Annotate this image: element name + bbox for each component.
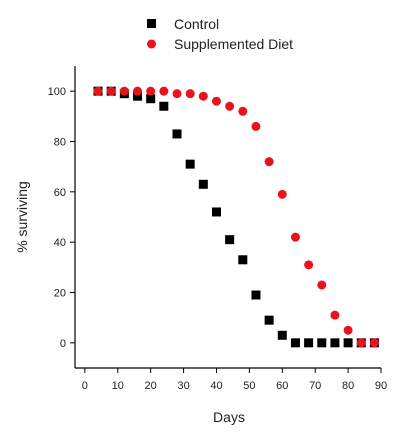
supplemented-diet-point-day-28 (172, 89, 182, 99)
x-tick-label-70: 70 (309, 380, 321, 392)
supplemented-diet-point-day-40 (211, 96, 221, 106)
supplemented-diet-point-day-80 (343, 325, 353, 335)
control-point-day-40 (211, 207, 221, 217)
supplemented-diet-point-day-44 (225, 101, 235, 111)
x-tick-label-20: 20 (145, 380, 157, 392)
control-point-day-56 (264, 315, 274, 325)
control-point-day-32 (185, 159, 195, 169)
control-point-day-60 (277, 330, 287, 340)
supplemented-diet-point-day-36 (198, 91, 208, 101)
control-point-day-64 (290, 338, 300, 348)
supplemented-diet-point-day-12 (119, 86, 129, 96)
x-tick-label-0: 0 (82, 380, 88, 392)
supplemented-diet-point-day-84 (356, 338, 366, 348)
x-tick-label-90: 90 (375, 380, 387, 392)
x-tick-label-40: 40 (210, 380, 222, 392)
y-axis-title: % surviving (14, 181, 30, 253)
control-point-day-16 (133, 91, 143, 101)
supplemented-diet-point-day-8 (106, 86, 116, 96)
supplemented-diet-point-day-68 (304, 260, 314, 270)
y-tick-label-40: 40 (54, 237, 66, 249)
series-control (93, 86, 379, 348)
control-point-day-44 (225, 235, 235, 245)
y-tick-label-0: 0 (60, 338, 66, 350)
supplemented-diet-point-day-64 (290, 232, 300, 242)
supplemented-diet-point-day-60 (277, 189, 287, 199)
supplemented-diet-point-day-24 (159, 86, 169, 96)
y-tick-label-100: 100 (48, 86, 66, 98)
x-tick-label-30: 30 (177, 380, 189, 392)
supplemented-diet-point-day-20 (146, 86, 156, 96)
control-point-day-24 (159, 101, 169, 111)
y-tick-label-20: 20 (54, 288, 66, 300)
supplemented-diet-point-day-88 (369, 338, 379, 348)
x-tick-label-10: 10 (112, 380, 124, 392)
axes (74, 66, 381, 369)
supplemented-diet-point-day-48 (238, 106, 248, 116)
control-point-day-48 (238, 255, 248, 265)
control-point-day-72 (317, 338, 327, 348)
control-point-day-36 (198, 179, 208, 189)
x-tick-label-50: 50 (243, 380, 255, 392)
y-tick-label-60: 60 (54, 187, 66, 199)
series-supplemented-diet (93, 86, 379, 348)
supplemented-diet-point-day-4 (93, 86, 103, 96)
supplemented-diet-point-day-16 (133, 86, 143, 96)
control-point-day-20 (146, 94, 156, 104)
control-point-day-80 (343, 338, 353, 348)
supplemented-diet-point-day-72 (317, 280, 327, 290)
supplemented-diet-point-day-52 (251, 121, 261, 131)
legend-marker-supplemented-diet (147, 39, 156, 49)
x-ticks: 0 10 20 30 40 50 60 70 80 90 (82, 368, 387, 392)
legend-label-control: Control (174, 16, 219, 32)
supplemented-diet-point-day-76 (330, 310, 340, 320)
control-point-day-52 (251, 290, 261, 300)
y-tick-label-80: 80 (54, 137, 66, 149)
control-point-day-76 (330, 338, 340, 348)
control-point-day-28 (172, 129, 182, 139)
x-tick-label-60: 60 (276, 380, 288, 392)
control-point-day-68 (304, 338, 314, 348)
supplemented-diet-point-day-32 (185, 89, 195, 99)
legend-marker-control (147, 19, 156, 28)
x-tick-label-80: 80 (342, 380, 354, 392)
y-ticks: 0 20 40 60 80 100 (48, 86, 75, 350)
legend-label-supplemented-diet: Supplemented Diet (174, 36, 293, 52)
supplemented-diet-point-day-56 (264, 157, 274, 167)
legend: Control Supplemented Diet (147, 16, 293, 52)
x-axis-title: Days (213, 409, 245, 425)
